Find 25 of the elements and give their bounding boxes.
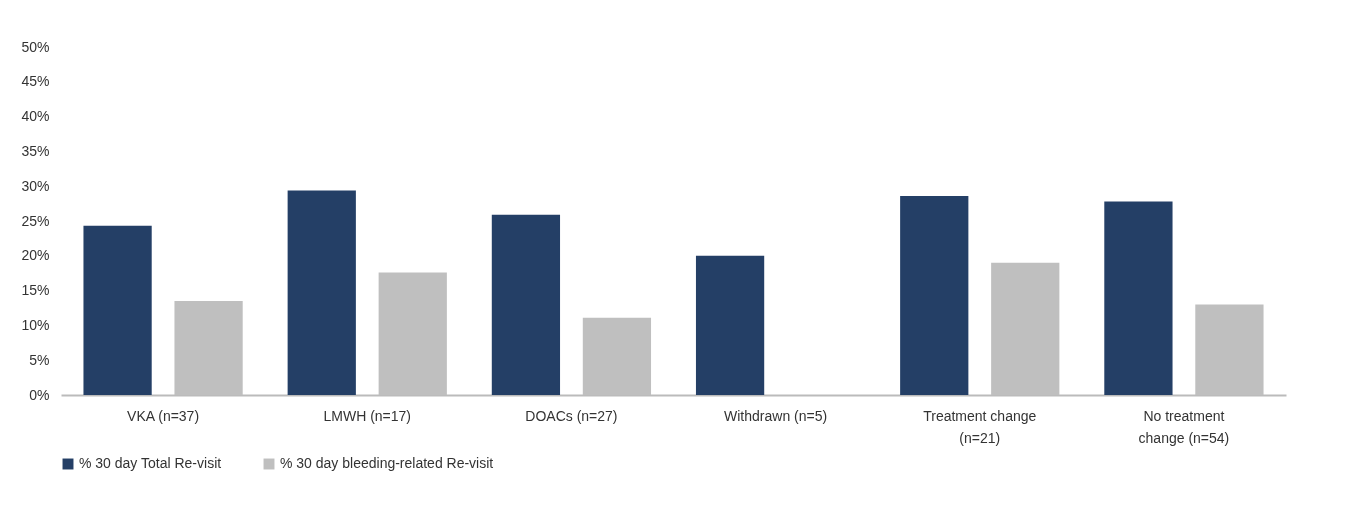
x-tick-label: DOACs (n=27) <box>525 407 618 424</box>
y-tick-label: 30% <box>21 177 50 194</box>
x-tick-label: No treatment change (n=54) <box>1138 407 1230 446</box>
y-tick-label: 45% <box>21 73 50 90</box>
y-tick-label: 25% <box>21 212 50 229</box>
y-tick-label: 0% <box>29 386 50 403</box>
y-tick-label: 20% <box>21 247 50 264</box>
legend-label: % 30 day Total Re-visit <box>79 455 222 471</box>
y-tick-label: 35% <box>21 142 50 159</box>
bar <box>900 195 969 395</box>
y-tick-label: 50% <box>21 38 50 55</box>
bar <box>83 225 152 395</box>
bar <box>491 214 561 395</box>
x-tick-label: Withdrawn (n=5) <box>724 407 828 424</box>
y-tick-label: 5% <box>29 351 50 368</box>
bar <box>695 255 765 395</box>
y-tick-label: 15% <box>21 282 50 299</box>
bar <box>1104 201 1173 395</box>
bar <box>287 190 356 395</box>
y-tick-label: 40% <box>21 108 50 125</box>
x-tick-label: VKA (n=37) <box>127 407 200 424</box>
x-tick-label: LMWH (n=17) <box>323 407 412 424</box>
legend-label: % 30 day bleeding-related Re-visit <box>280 455 494 471</box>
x-tick-label: Treatment change (n=21) <box>923 407 1037 446</box>
y-tick-label: 10% <box>21 316 50 333</box>
